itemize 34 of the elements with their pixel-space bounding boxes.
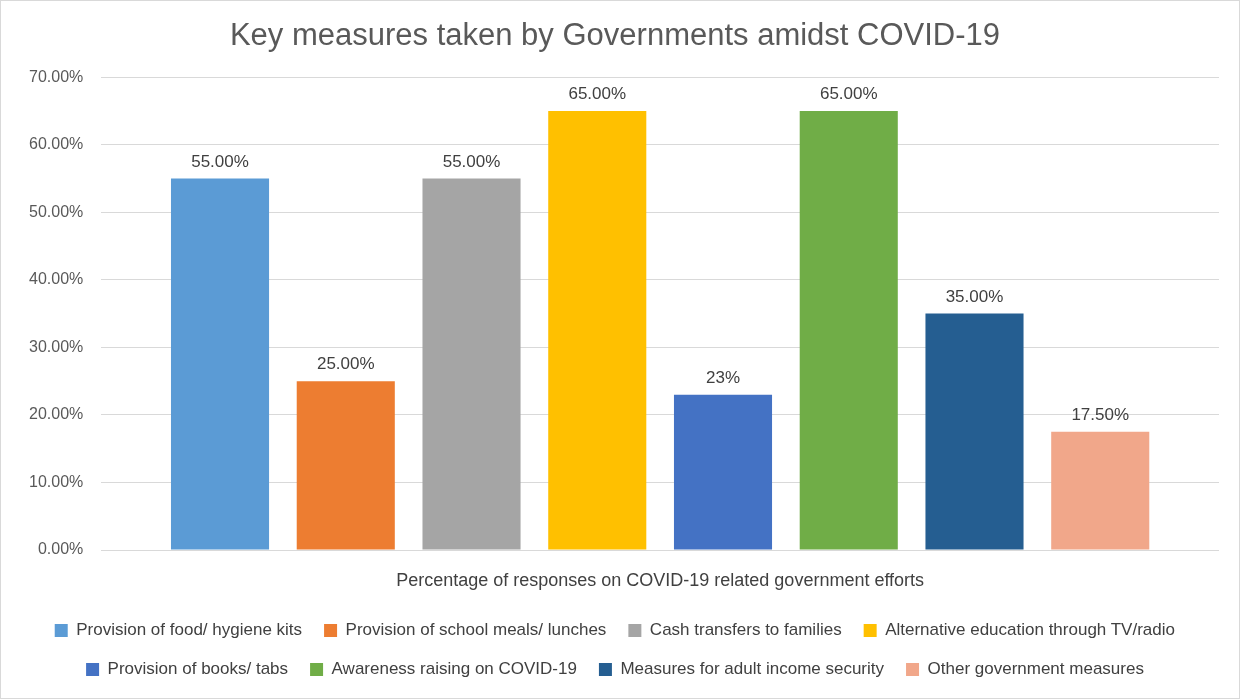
bar [548, 110, 647, 550]
y-tick-label: 30.00% [29, 337, 84, 355]
chart-title: Key measures taken by Governments amidst COVID-19 [229, 17, 1001, 53]
legend-label: Measures for adult income security [620, 659, 885, 679]
data-label: 65.00% [568, 84, 627, 104]
y-tick-label: 50.00% [29, 202, 84, 220]
data-label: 55.00% [442, 151, 501, 171]
legend-label: Awareness raising on COVID-19 [331, 659, 577, 679]
y-tick-label: 40.00% [29, 270, 84, 288]
legend-label: Alternative education through TV/radio [885, 620, 1175, 640]
bar [925, 313, 1024, 550]
data-label: 23% [705, 367, 741, 387]
y-tick-label: 60.00% [29, 135, 84, 153]
data-label: 65.00% [819, 84, 878, 104]
bar [296, 381, 395, 550]
legend-label: Provision of school meals/ lunches [345, 620, 607, 640]
y-tick-label: 20.00% [29, 405, 84, 423]
data-label: 55.00% [191, 151, 249, 171]
legend-label: Provision of food/ hygiene kits [76, 620, 303, 640]
legend-label: Provision of books/ tabs [107, 659, 289, 679]
y-tick-label: 10.00% [29, 472, 84, 490]
data-label: 35.00% [945, 286, 1004, 306]
legend-label: Other government measures [927, 659, 1144, 679]
bar [673, 394, 773, 550]
y-tick-label: 0.00% [37, 540, 84, 558]
bar [170, 178, 270, 550]
bar [799, 110, 898, 550]
data-label: 25.00% [316, 354, 375, 374]
y-tick-label: 70.00% [29, 67, 84, 85]
data-label: 17.50% [1071, 404, 1130, 424]
legend-label: Cash transfers to families [649, 620, 842, 640]
x-axis-title: Percentage of responses on COVID-19 related government efforts [396, 570, 925, 591]
bar [1051, 431, 1150, 550]
bar [422, 178, 521, 550]
